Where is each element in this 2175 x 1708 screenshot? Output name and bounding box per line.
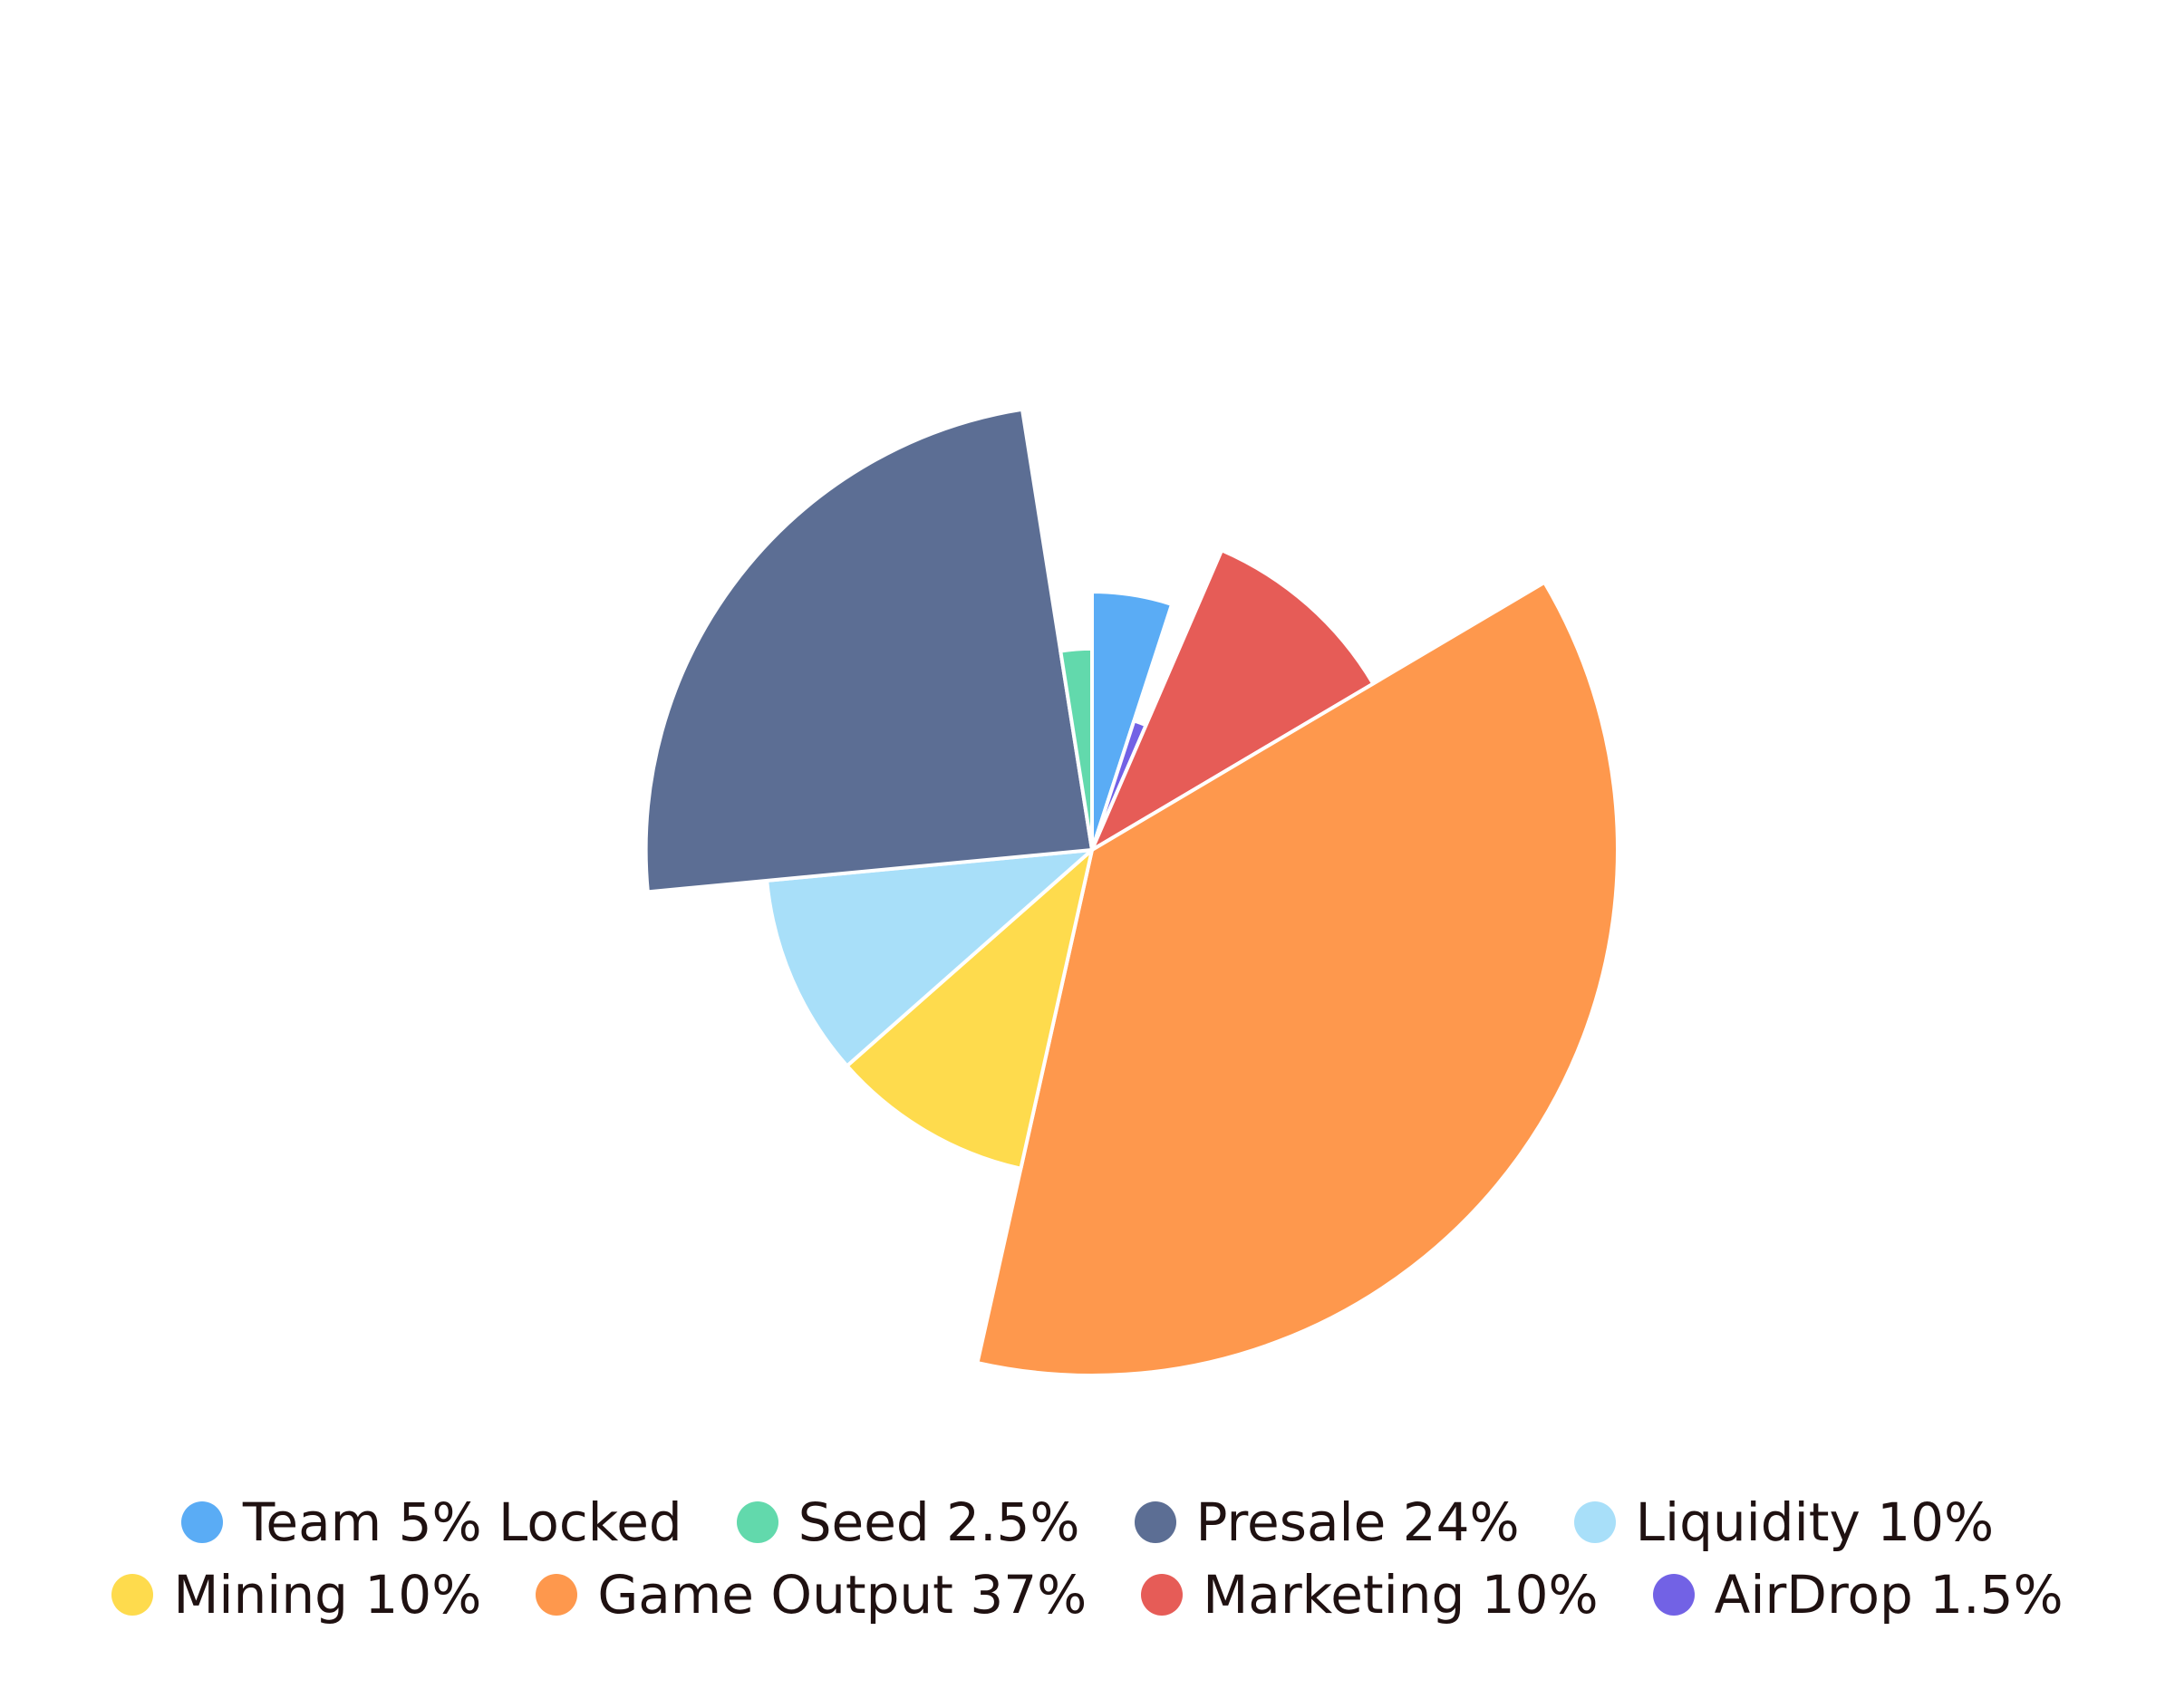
legend-swatch-liquidity [1573,1501,1616,1543]
legend-swatch-seed [736,1501,778,1543]
legend-item-airdrop[interactable]: AirDrop 1.5% [1652,1564,2064,1626]
legend-item-mining[interactable]: Mining 10% [111,1564,481,1626]
legend-label-marketing: Marketing 10% [1203,1564,1599,1626]
legend-label-team: Team 5% Locked [242,1491,682,1553]
legend-row: Mining 10% Game Output 37% Marketing 10%… [0,1558,2175,1631]
pie-slice-mining[interactable] [845,848,1094,1171]
legend-swatch-marketing [1141,1574,1184,1616]
legend-swatch-team [180,1501,223,1543]
legend-label-presale: Presale 24% [1195,1491,1520,1553]
legend-item-marketing[interactable]: Marketing 10% [1141,1564,1599,1626]
legend-label-airdrop: AirDrop 1.5% [1714,1564,2064,1626]
pie-slice-liquidity[interactable] [765,848,1094,1068]
legend-swatch-airdrop [1652,1574,1695,1616]
legend-row: Team 5% Locked Seed 2.5% Presale 24% Liq… [0,1486,2175,1558]
legend-swatch-mining [111,1574,154,1616]
legend-item-seed[interactable]: Seed 2.5% [736,1491,1080,1553]
legend-swatch-presale [1134,1501,1176,1543]
pie-slice-presale[interactable] [643,407,1094,894]
chart-legend: Team 5% Locked Seed 2.5% Presale 24% Liq… [0,1486,2175,1667]
legend-label-game-output: Game Output 37% [597,1564,1088,1626]
legend-item-game-output[interactable]: Game Output 37% [536,1564,1087,1626]
legend-item-team[interactable]: Team 5% Locked [180,1491,682,1553]
pie-slice-seed[interactable] [1058,646,1094,852]
legend-label-mining: Mining 10% [173,1564,482,1626]
legend-item-liquidity[interactable]: Liquidity 10% [1573,1491,1995,1553]
legend-label-liquidity: Liquidity 10% [1635,1491,1995,1553]
legend-swatch-game-output [536,1574,578,1616]
pie-slice-game-output[interactable] [975,580,1619,1377]
pie-slice-marketing[interactable] [1090,548,1376,852]
legend-item-presale[interactable]: Presale 24% [1134,1491,1520,1553]
pie-slices [643,407,1619,1377]
legend-label-seed: Seed 2.5% [798,1491,1080,1553]
